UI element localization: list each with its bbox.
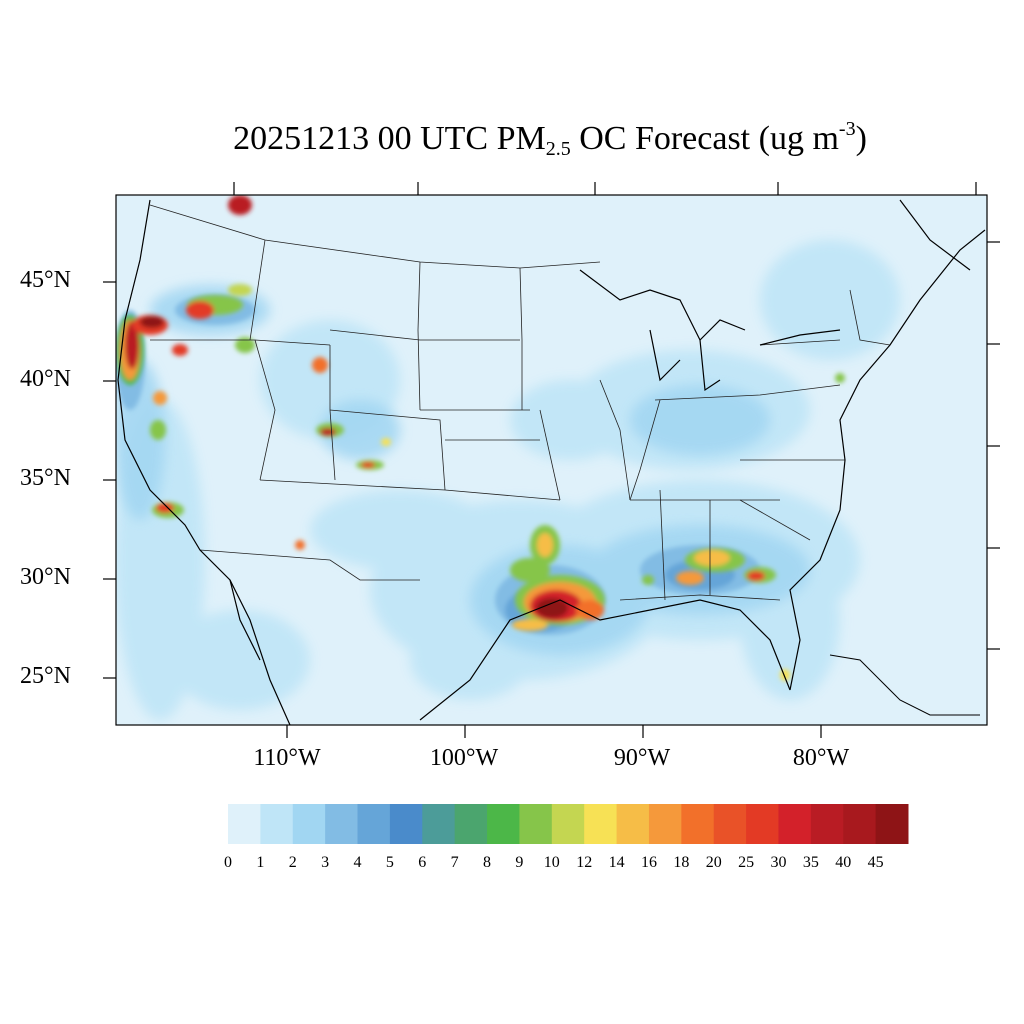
colorbar-swatch: [292, 804, 326, 844]
colorbar-tick-label: 9: [515, 854, 524, 871]
colorbar-tick-label: 2: [288, 854, 297, 871]
colorbar-swatch: [810, 804, 844, 844]
state-boundaries: [149, 204, 891, 601]
colorbar-swatch: [228, 804, 261, 844]
colorbar-swatch: [389, 804, 423, 844]
colorbar-swatch: [325, 804, 359, 844]
colorbar-tick-label: 45: [867, 854, 884, 871]
concentration-field-low: [116, 240, 900, 720]
colorbar-swatch: [487, 804, 520, 844]
colorbar-swatch: [616, 804, 650, 844]
lon-label-80w: 80°W: [792, 745, 850, 771]
colorbar-tick-label: 3: [321, 854, 330, 871]
lat-label-35n: 35°N: [20, 465, 71, 491]
colorbar-swatch: [260, 804, 294, 844]
colorbar-tick-label: 7: [450, 854, 459, 871]
colorbar-tick-label: 20: [705, 854, 722, 871]
colorbar: [228, 804, 909, 844]
lon-label-100w: 100°W: [429, 745, 499, 771]
colorbar-swatch: [713, 804, 747, 844]
colorbar-tick-label: 16: [640, 854, 657, 871]
lon-label-110w: 110°W: [253, 745, 321, 771]
colorbar-swatch: [551, 804, 585, 844]
colorbar-swatch: [519, 804, 553, 844]
colorbar-tick-label: 18: [673, 854, 690, 871]
colorbar-swatch: [648, 804, 682, 844]
colorbar-tick-label: 1: [256, 854, 265, 871]
colorbar-tick-label: 35: [802, 854, 819, 871]
lat-label-25n: 25°N: [20, 663, 71, 689]
lat-label-30n: 30°N: [20, 564, 71, 590]
colorbar-tick-label: 6: [418, 854, 427, 871]
colorbar-swatch: [843, 804, 877, 844]
colorbar-swatch: [454, 804, 488, 844]
colorbar-tick-label: 0: [224, 854, 232, 871]
colorbar-swatch: [875, 804, 909, 844]
lat-label-45n: 45°N: [20, 267, 71, 293]
coastlines: [117, 199, 986, 725]
colorbar-swatch: [584, 804, 618, 844]
colorbar-tick-label: 5: [385, 854, 394, 871]
map-title: 20251213 00 UTC PM2.5 OC Forecast (ug m-…: [233, 118, 867, 160]
colorbar-tick-label: 4: [353, 854, 362, 871]
colorbar-tick-label: 40: [835, 854, 852, 871]
colorbar-swatch: [357, 804, 391, 844]
colorbar-tick-label: 30: [770, 854, 787, 871]
colorbar-tick-label: 8: [483, 854, 492, 871]
colorbar-swatch: [746, 804, 779, 844]
colorbar-swatch: [778, 804, 812, 844]
lon-label-90w: 90°W: [613, 745, 671, 771]
colorbar-tick-label: 25: [738, 854, 755, 871]
colorbar-tick-label: 12: [576, 854, 593, 871]
colorbar-swatch: [422, 804, 456, 844]
axis-ticks: [103, 182, 1000, 738]
colorbar-tick-label: 10: [543, 854, 560, 871]
colorbar-swatch: [681, 804, 715, 844]
lat-label-40n: 40°N: [20, 366, 71, 392]
map-frame: [115, 194, 988, 726]
colorbar-tick-label: 14: [608, 854, 625, 871]
